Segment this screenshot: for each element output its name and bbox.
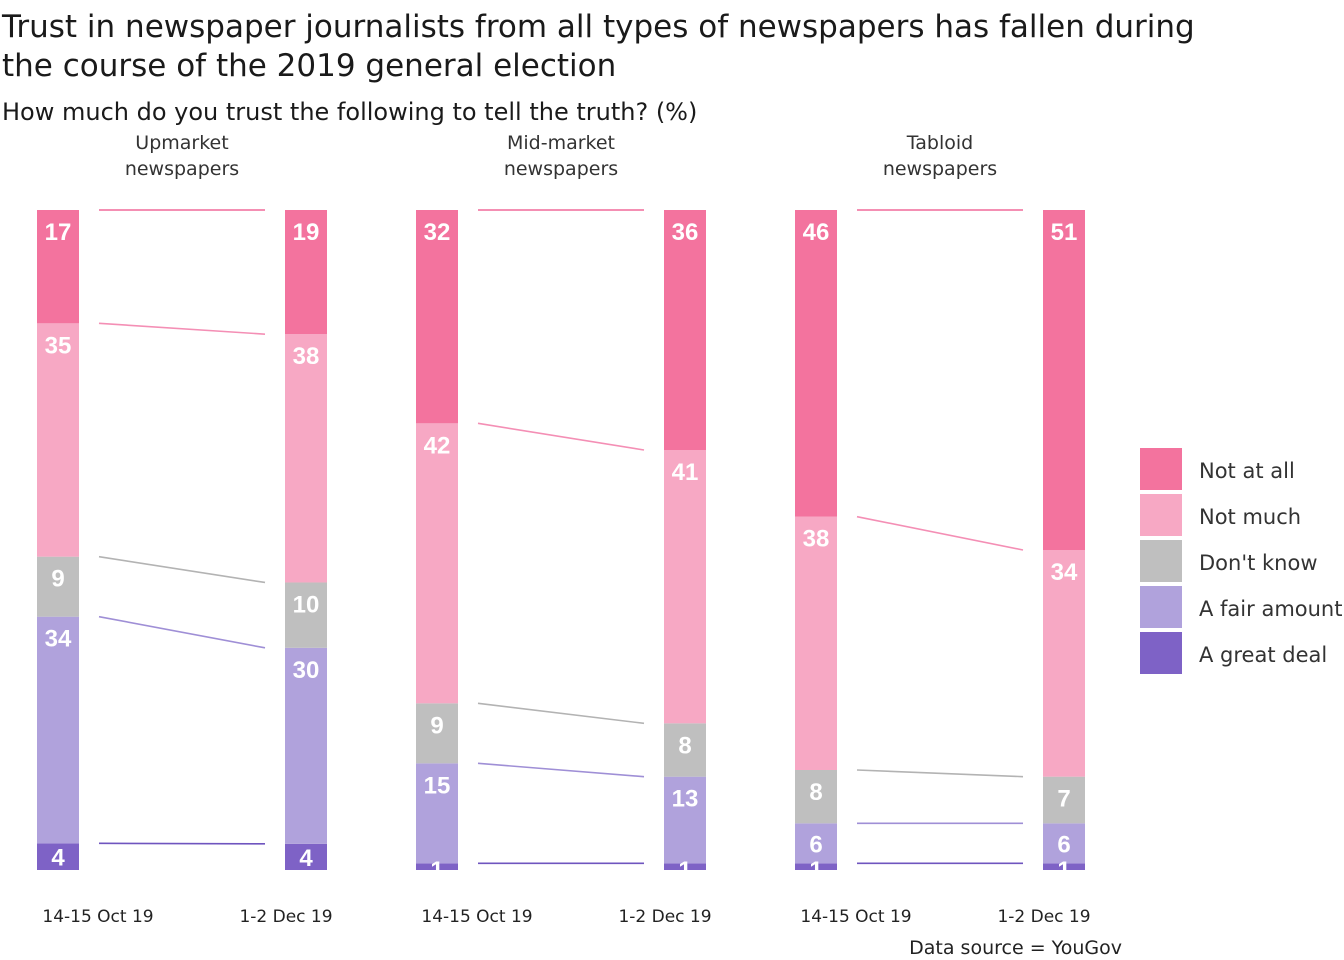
connector-mid-market-a-fair-amount [477,762,645,778]
legend-swatch-not-at-all [1140,448,1182,490]
bar-mid-market-oct-a-great-deal [416,863,458,870]
value-label-tabloid-oct-a-fair-amount: 6 [809,831,822,858]
value-label-mid-market-oct-not-at-all: 32 [424,219,451,246]
value-label-tabloid-dec-don-t-know: 7 [1057,786,1070,813]
value-label-upmarket-oct-a-fair-amount: 34 [45,626,72,653]
value-label-tabloid-dec-a-great-deal: 1 [1057,857,1070,884]
legend-label-a-great-deal: A great deal [1199,643,1327,667]
value-label-tabloid-dec-a-fair-amount: 6 [1057,831,1070,858]
value-label-upmarket-oct-a-great-deal: 4 [51,845,65,872]
value-label-upmarket-dec-don-t-know: 10 [293,591,320,618]
connector-tabloid-don-t-know [856,769,1024,778]
date-label-tabloid-2: 1-2 Dec 19 [997,907,1090,927]
value-label-upmarket-oct-not-at-all: 17 [45,219,72,246]
value-label-tabloid-oct-not-much: 38 [803,526,830,553]
bar-tabloid-dec-don-t-know [1043,776,1085,824]
bar-mid-market-dec-a-great-deal [664,863,706,870]
bar-mid-market-dec-don-t-know [664,723,706,777]
connector-mid-market-not-much [477,422,645,451]
value-label-tabloid-dec-not-at-all: 51 [1051,219,1078,246]
chart-title: Trust in newspaper journalists from all … [2,8,1302,86]
value-label-mid-market-oct-not-much: 42 [424,432,451,459]
legend-label-don-t-know: Don't know [1199,551,1318,575]
value-label-mid-market-oct-don-t-know: 9 [430,712,443,739]
panel-title-upmarket-line-1: Upmarket [135,132,228,154]
chart-title-line-2: the course of the 2019 general election [2,48,617,84]
value-label-upmarket-dec-not-much: 38 [293,343,320,370]
value-label-tabloid-oct-don-t-know: 8 [809,779,822,806]
bar-mid-market-oct-not-at-all [416,210,458,424]
value-label-upmarket-dec-not-at-all: 19 [293,219,320,246]
connector-upmarket-a-great-deal [98,842,266,845]
bar-upmarket-dec-not-at-all [285,210,327,335]
value-label-upmarket-oct-don-t-know: 9 [51,566,64,593]
legend-label-a-fair-amount: A fair amount [1199,597,1342,621]
bar-upmarket-dec-not-much [285,334,327,583]
connector-mid-market-don-t-know [477,702,645,725]
legend-swatch-a-fair-amount [1140,586,1182,628]
legend-label-not-at-all: Not at all [1199,459,1295,483]
bar-tabloid-dec-a-great-deal [1043,863,1085,870]
bar-upmarket-dec-a-fair-amount [285,647,327,844]
value-label-mid-market-dec-not-at-all: 36 [672,219,699,246]
bar-upmarket-oct-don-t-know [37,556,79,617]
connector-tabloid-not-much [856,515,1024,551]
bar-tabloid-dec-not-much [1043,550,1085,777]
bar-upmarket-dec-don-t-know [285,582,327,648]
value-label-mid-market-oct-a-great-deal: 1 [430,857,443,884]
bar-tabloid-dec-not-at-all [1043,210,1085,550]
bar-upmarket-oct-not-at-all [37,210,79,324]
bar-mid-market-dec-not-at-all [664,210,706,450]
bar-tabloid-oct-not-much [795,516,837,770]
value-label-upmarket-dec-a-great-deal: 4 [299,845,313,872]
panel-title-tabloid-line-2: newspapers [883,158,997,180]
value-label-tabloid-oct-a-great-deal: 1 [809,857,822,884]
date-label-upmarket-2: 1-2 Dec 19 [239,907,332,927]
connector-upmarket-don-t-know [98,555,266,584]
chart-title-line-1: Trust in newspaper journalists from all … [2,9,1195,45]
connector-upmarket-a-fair-amount [98,615,266,649]
bar-tabloid-dec-a-fair-amount [1043,823,1085,864]
value-label-tabloid-dec-not-much: 34 [1051,559,1078,586]
chart-subtitle: How much do you trust the following to t… [2,98,698,126]
panel-title-mid-market-line-2: newspapers [504,158,618,180]
panel-title-tabloid-line-1: Tabloid [906,132,973,154]
date-label-mid-market-2: 1-2 Dec 19 [618,907,711,927]
value-label-upmarket-dec-a-fair-amount: 30 [293,657,320,684]
legend-swatch-a-great-deal [1140,632,1182,674]
bar-upmarket-dec-a-great-deal [285,843,327,870]
bar-tabloid-oct-don-t-know [795,770,837,824]
bar-mid-market-dec-a-fair-amount [664,776,706,864]
bar-upmarket-oct-a-fair-amount [37,616,79,844]
value-label-mid-market-dec-a-great-deal: 1 [678,857,691,884]
bar-mid-market-dec-not-much [664,450,706,724]
legend-swatch-not-much [1140,494,1182,536]
bar-mid-market-oct-a-fair-amount [416,763,458,864]
value-label-upmarket-oct-not-much: 35 [45,332,72,359]
data-source: Data source = YouGov [909,937,1122,959]
date-label-upmarket-1: 14-15 Oct 19 [42,907,153,927]
legend-swatch-don-t-know [1140,540,1182,582]
bar-tabloid-oct-not-at-all [795,210,837,517]
connector-upmarket-not-much [98,322,266,335]
value-label-mid-market-dec-don-t-know: 8 [678,732,691,759]
panel-title-upmarket-line-2: newspapers [125,158,239,180]
bar-tabloid-oct-a-great-deal [795,863,837,870]
bar-tabloid-oct-a-fair-amount [795,823,837,864]
bar-upmarket-oct-not-much [37,323,79,557]
panel-title-mid-market-line-1: Mid-market [507,132,615,154]
bar-upmarket-oct-a-great-deal [37,843,79,870]
legend-label-not-much: Not much [1199,505,1301,529]
date-label-tabloid-1: 14-15 Oct 19 [800,907,911,927]
bar-mid-market-oct-don-t-know [416,703,458,764]
value-label-mid-market-oct-a-fair-amount: 15 [424,772,451,799]
value-label-mid-market-dec-a-fair-amount: 13 [672,786,699,813]
date-label-mid-market-1: 14-15 Oct 19 [421,907,532,927]
value-label-tabloid-oct-not-at-all: 46 [803,219,830,246]
bar-mid-market-oct-not-much [416,423,458,704]
value-label-mid-market-dec-not-much: 41 [672,459,699,486]
